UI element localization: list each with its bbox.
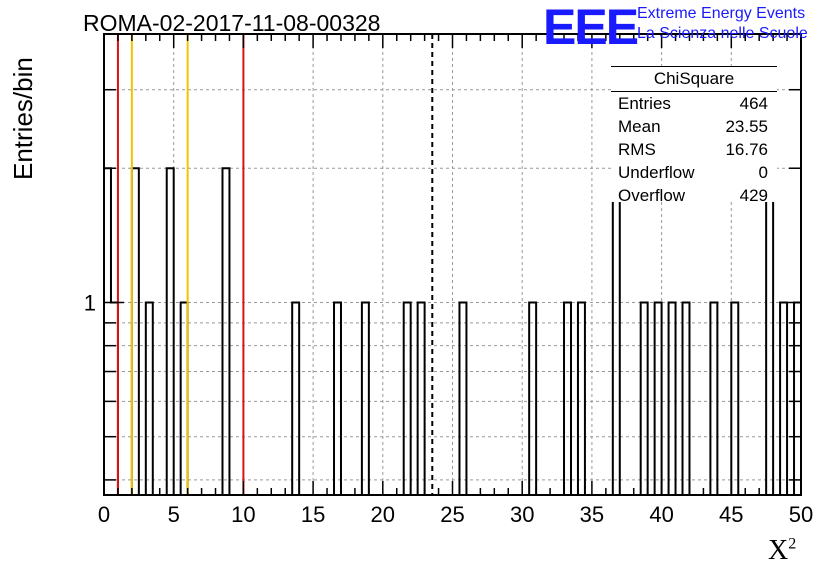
histogram-bin <box>683 302 690 495</box>
histogram-bin <box>731 302 738 495</box>
x-tick-label: 50 <box>789 502 813 527</box>
x-tick-label: 10 <box>231 502 255 527</box>
histogram-bin <box>529 302 536 495</box>
stats-underflow-value: 0 <box>758 163 768 182</box>
x-axis-label-superscript: 2 <box>788 535 797 553</box>
histogram-bin <box>334 302 341 495</box>
x-axis-label-symbol: X <box>768 535 789 566</box>
stats-entries-value: 464 <box>739 94 768 113</box>
histogram-bin <box>459 302 466 495</box>
histogram-bin <box>578 302 585 495</box>
logo-line-2: La Scienza nelle Scuole <box>637 25 808 42</box>
histogram-bin <box>710 302 717 495</box>
stats-rms-label: RMS <box>618 140 656 159</box>
histogram-bin <box>104 168 111 495</box>
histogram-bin <box>404 302 411 495</box>
stats-underflow-label: Underflow <box>618 163 695 182</box>
stats-rms-value: 16.76 <box>725 140 768 159</box>
x-tick-label: 0 <box>98 502 110 527</box>
histogram-bin <box>111 302 118 495</box>
x-tick-label: 35 <box>580 502 604 527</box>
x-tick-label: 15 <box>301 502 325 527</box>
x-tick-label: 30 <box>510 502 534 527</box>
histogram-bin <box>641 302 648 495</box>
histogram-bin <box>292 302 299 495</box>
stats-overflow-value: 429 <box>739 186 768 205</box>
histogram-bin <box>780 302 787 495</box>
stats-mean-label: Mean <box>618 117 661 136</box>
histogram-bin <box>766 168 773 495</box>
x-tick-label: 5 <box>168 502 180 527</box>
histogram-bin <box>655 302 662 495</box>
histogram-bin <box>222 168 229 495</box>
eee-logo: EEE <box>543 0 639 55</box>
stats-mean-value: 23.55 <box>725 117 768 136</box>
x-tick-label: 40 <box>649 502 673 527</box>
histogram-outline <box>103 167 802 496</box>
histogram-bin <box>564 302 571 495</box>
histogram-bin <box>167 168 174 495</box>
histogram-bin <box>146 302 153 495</box>
histogram-bin <box>132 168 139 495</box>
stats-overflow-label: Overflow <box>618 186 686 205</box>
histogram-bin <box>794 302 801 495</box>
histogram-bin <box>362 302 369 495</box>
x-tick-label: 45 <box>719 502 743 527</box>
chart-title: ROMA-02-2017-11-08-00328 <box>83 10 381 36</box>
histogram-bin <box>613 168 620 495</box>
stats-title: ChiSquare <box>653 69 735 88</box>
stats-box: ChiSquare Entries 464 Mean 23.55 RMS 16.76 … <box>611 66 777 205</box>
stats-divider <box>611 91 777 92</box>
logo-line-1: Extreme Energy Events <box>637 5 806 22</box>
x-axis-label: X2 <box>768 535 796 567</box>
x-tick-label: 25 <box>440 502 464 527</box>
stats-entries-label: Entries <box>618 94 671 113</box>
histogram-bin <box>418 302 425 495</box>
y-axis-label: Entries/bin <box>8 57 38 180</box>
histogram-bin <box>181 302 188 495</box>
x-tick-label: 20 <box>371 502 395 527</box>
histogram-bin <box>669 302 676 495</box>
y-tick-label: 1 <box>84 290 96 315</box>
